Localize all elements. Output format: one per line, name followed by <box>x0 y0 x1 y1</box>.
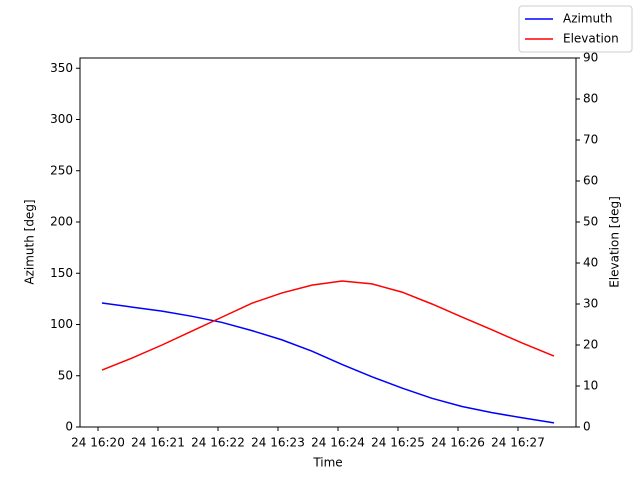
y-tick-label: 200 <box>50 215 73 229</box>
y-tick-label: 50 <box>58 368 73 382</box>
y2-tick-label: 20 <box>583 338 598 352</box>
legend-box <box>518 5 633 53</box>
y-tick-label: 0 <box>65 420 73 434</box>
x-tick-label: 24 16:27 <box>491 436 545 450</box>
legend-label: Elevation <box>563 32 619 46</box>
x-tick-label: 24 16:25 <box>371 436 425 450</box>
y2-tick-label: 80 <box>583 92 598 106</box>
x-tick-label: 24 16:22 <box>191 436 245 450</box>
y-tick-label: 100 <box>50 317 73 331</box>
series-line <box>101 302 555 424</box>
y2-tick-label: 40 <box>583 256 598 270</box>
y2-axis-label: Elevation [deg] <box>608 196 622 288</box>
plot-frame <box>79 57 577 428</box>
y2-tick-label: 60 <box>583 174 598 188</box>
y2-tick-label: 90 <box>583 51 598 65</box>
series-line <box>101 280 555 371</box>
x-tick-label: 24 16:20 <box>71 436 125 450</box>
y2-tick-label: 30 <box>583 297 598 311</box>
x-tick-label: 24 16:24 <box>311 436 365 450</box>
y-tick-label: 300 <box>50 112 73 126</box>
y-tick-label: 150 <box>50 266 73 280</box>
legend: Azimuth Elevation <box>518 5 633 53</box>
x-tick-label: 24 16:26 <box>431 436 485 450</box>
legend-label: Azimuth <box>563 12 612 26</box>
y2-tick-label: 50 <box>583 215 598 229</box>
y2-tick-label: 0 <box>583 420 591 434</box>
y2-tick-label: 10 <box>583 379 598 393</box>
x-tick-label: 24 16:23 <box>251 436 305 450</box>
y2-tick-label: 70 <box>583 133 598 147</box>
y-axis-label: Azimuth [deg] <box>23 199 37 284</box>
x-tick-label: 24 16:21 <box>131 436 185 450</box>
y-tick-label: 250 <box>50 163 73 177</box>
y-tick-label: 350 <box>50 61 73 75</box>
x-axis-label: Time <box>312 456 342 470</box>
